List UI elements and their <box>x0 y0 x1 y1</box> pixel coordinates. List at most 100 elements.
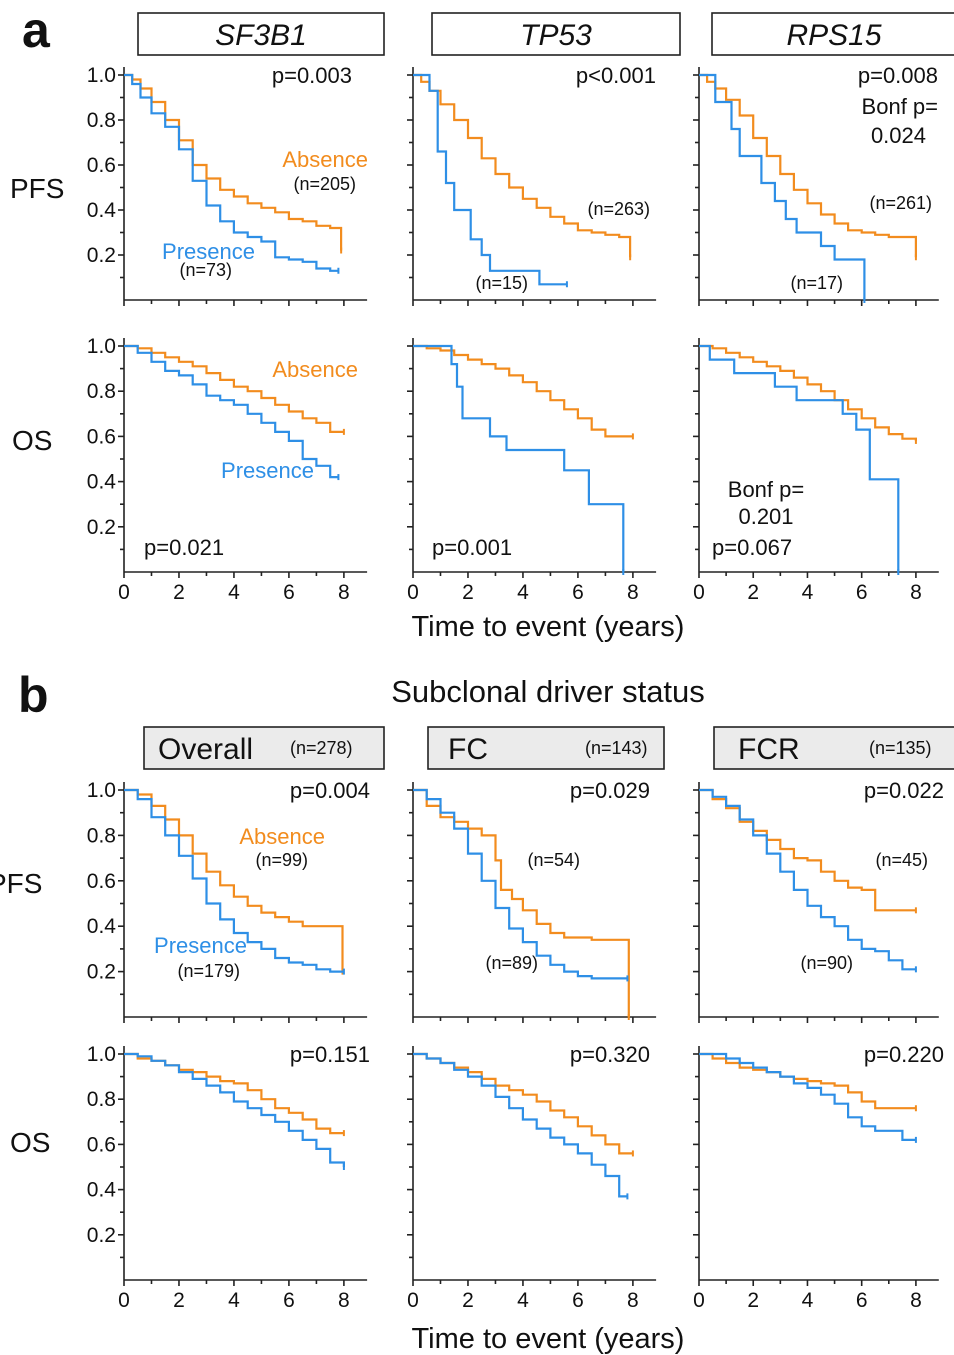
annotation: p=0.008 <box>858 63 938 88</box>
section-b-title: Subclonal driver status <box>391 674 705 709</box>
x-tick-label: 4 <box>802 581 814 604</box>
annotation: (n=90) <box>800 953 853 973</box>
annotation: Bonf p= <box>862 94 938 119</box>
km-curve-presence <box>699 788 916 971</box>
km-curve-absence <box>413 1052 633 1155</box>
km-curve-presence <box>124 788 344 973</box>
row-label-os-b: OS <box>10 1127 50 1158</box>
annotation: p=0.003 <box>272 63 352 88</box>
x-tick-label: 0 <box>693 1289 705 1312</box>
km-curve-absence <box>699 1052 916 1110</box>
panel-b-label: b <box>18 667 49 723</box>
annotation: p=0.320 <box>570 1042 650 1067</box>
chart-a-os-sf3b1: 0 2 4 6 8 1.0 0.8 0.6 0.4 0.2 p=0.021 Absence Presen… <box>87 335 368 604</box>
header-label-a-1: SF3B1 <box>215 19 307 52</box>
annotation: Absence <box>282 147 368 172</box>
km-curve-presence <box>124 344 339 479</box>
x-tick-label: 6 <box>856 581 868 604</box>
km-curve-presence <box>413 788 628 980</box>
km-curve-presence <box>124 73 339 272</box>
annotation: Presence <box>221 458 314 483</box>
header-n-b-2: (n=143) <box>585 738 648 758</box>
annotation: (n=17) <box>790 273 843 293</box>
km-curve-absence <box>699 344 917 441</box>
y-tick-label: 1.0 <box>87 64 116 87</box>
chart-b-pfs-fc: p=0.029 (n=54) (n=89) <box>407 778 657 1023</box>
km-curve-absence <box>413 73 632 258</box>
y-tick-label: 0.8 <box>87 109 116 132</box>
annotation: (n=73) <box>179 260 232 280</box>
chart-a-pfs-sf3b1: 1.0 0.8 0.6 0.4 0.2 p=0.003 Absence(n=205) Pres… <box>87 63 368 306</box>
x-tick-label: 2 <box>462 1289 474 1312</box>
y-tick-label: 0.4 <box>87 1179 117 1202</box>
x-tick-label: 2 <box>747 1289 759 1312</box>
y-tick-label: 0.8 <box>87 1088 116 1111</box>
chart-a-os-rps15: 0 2 4 6 8 Bonf p=0.201 p=0.067 <box>693 338 939 604</box>
annotation: (n=15) <box>475 273 528 293</box>
row-label-pfs-a: PFS <box>10 173 64 204</box>
header-box-b-3 <box>713 726 954 770</box>
x-tick-label: 8 <box>627 1289 639 1312</box>
km-curve-presence <box>413 73 567 286</box>
km-curve-presence <box>124 1052 345 1167</box>
x-tick-label: 8 <box>627 581 639 604</box>
x-tick-label: 8 <box>910 581 922 604</box>
annotation: p=0.029 <box>570 778 650 803</box>
y-tick-label: 0.6 <box>87 1133 116 1156</box>
annotation: (n=89) <box>485 953 538 973</box>
x-tick-label: 8 <box>338 581 350 604</box>
y-tick-label: 0.6 <box>87 154 116 177</box>
chart-a-os-tp53: 0 2 4 6 8 p=0.001 <box>407 338 657 604</box>
x-tick-label: 8 <box>910 1289 922 1312</box>
row-label-os-a: OS <box>12 425 52 456</box>
annotation: p=0.021 <box>144 535 224 560</box>
x-tick-label: 4 <box>517 1289 529 1312</box>
header-box-b-1 <box>143 726 385 770</box>
km-curve-absence <box>124 344 344 433</box>
chart-b-pfs-overall: 1.0 0.8 0.6 0.4 0.2 p=0.004 Absence(n=99) Prese… <box>87 778 370 1023</box>
x-tick-label: 0 <box>407 581 419 604</box>
y-tick-label: 0.6 <box>87 870 116 893</box>
annotation: (n=54) <box>527 850 580 870</box>
annotation: (n=99) <box>255 850 308 870</box>
km-curve-presence <box>413 344 625 572</box>
annotation: p=0.022 <box>864 778 944 803</box>
y-tick-label: 0.4 <box>87 199 117 222</box>
y-tick-label: 0.4 <box>87 915 117 938</box>
x-tick-label: 8 <box>338 1289 350 1312</box>
annotation: (n=179) <box>177 961 240 981</box>
km-curve-presence <box>699 344 900 572</box>
chart-a-pfs-tp53: p<0.001 (n=263) (n=15) <box>407 63 657 306</box>
km-curve-presence <box>413 1052 628 1198</box>
x-tick-label: 0 <box>693 581 705 604</box>
annotation: p=0.004 <box>290 778 370 803</box>
km-plots: 1.00.80.60.40.2p=0.003Absence(n=205)Pres… <box>87 63 944 1312</box>
x-tick-label: 4 <box>802 1289 814 1312</box>
x-tick-label: 2 <box>462 581 474 604</box>
annotation: (n=261) <box>869 193 932 213</box>
y-tick-label: 0.4 <box>87 471 117 494</box>
y-tick-label: 0.2 <box>87 1224 116 1247</box>
header-n-b-1: (n=278) <box>290 738 353 758</box>
annotation: Absence <box>239 824 325 849</box>
header-box-a-3 <box>711 12 954 56</box>
y-tick-label: 0.2 <box>87 244 116 267</box>
annotation: Presence <box>162 239 255 264</box>
annotation: p=0.220 <box>864 1042 944 1067</box>
header-label-a-3: RPS15 <box>786 19 881 52</box>
x-axis-title-a: Time to event (years) <box>412 611 685 643</box>
header-label-a-2: TP53 <box>520 19 592 52</box>
header-label-b-2: FC <box>448 733 488 766</box>
header-label-b-1: Overall <box>158 733 253 766</box>
chart-b-os-fcr: 0 2 4 6 8 p=0.220 <box>693 1042 944 1312</box>
annotation: p=0.067 <box>712 535 792 560</box>
y-tick-label: 1.0 <box>87 1043 116 1066</box>
y-tick-label: 0.2 <box>87 516 116 539</box>
x-tick-label: 4 <box>517 581 529 604</box>
x-axis-title-b: Time to event (years) <box>412 1323 685 1355</box>
row-label-pfs-b: PFS <box>0 868 42 899</box>
header-n-b-3: (n=135) <box>869 738 932 758</box>
x-tick-label: 4 <box>228 581 240 604</box>
km-curve-presence <box>699 1052 916 1141</box>
